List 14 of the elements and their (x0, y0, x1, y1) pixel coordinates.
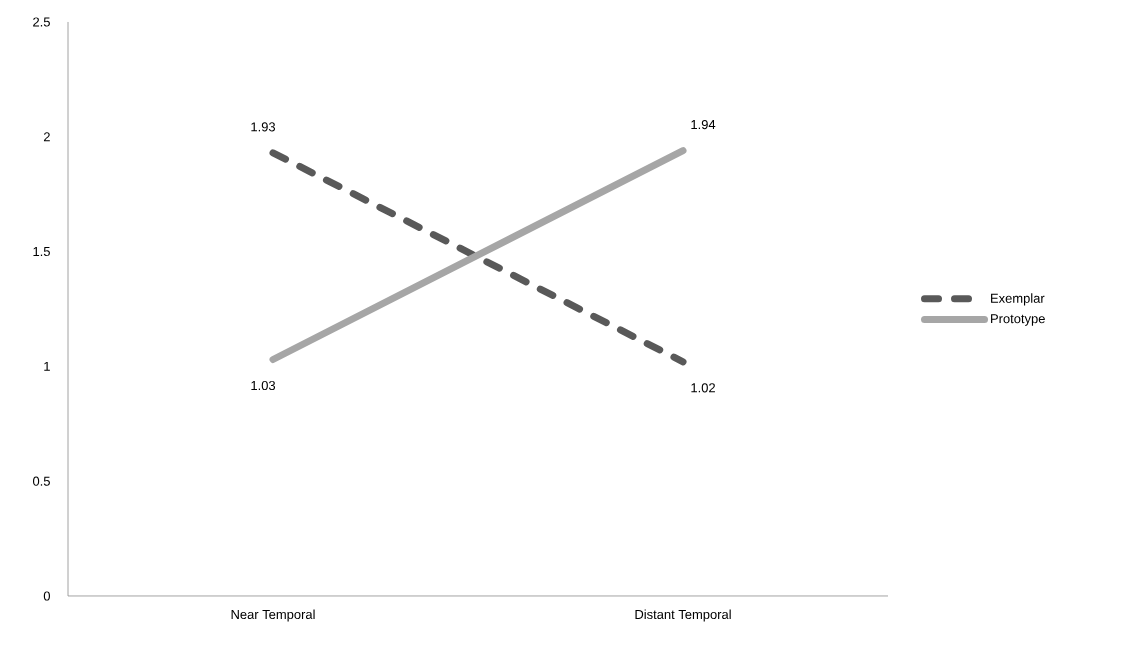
y-tick-label: 0.5 (32, 476, 50, 486)
y-tick-label: 1 (44, 361, 50, 371)
y-tick-label: 2.5 (33, 17, 50, 27)
data-label: 1.02 (691, 383, 715, 393)
legend-label: Exemplar (991, 293, 1045, 306)
data-label: 1.94 (691, 119, 716, 130)
y-tick-label: 0 (43, 591, 50, 601)
data-label: 1.93 (251, 122, 276, 132)
legend-label: Prototype (991, 314, 1045, 326)
x-tick-label: Distant Temporal (635, 609, 731, 622)
y-tick-label: 1.5 (33, 247, 50, 257)
data-label: 1.03 (251, 380, 276, 391)
y-tick-label: 2 (43, 132, 50, 142)
x-tick-label: Near Temporal (231, 609, 315, 622)
